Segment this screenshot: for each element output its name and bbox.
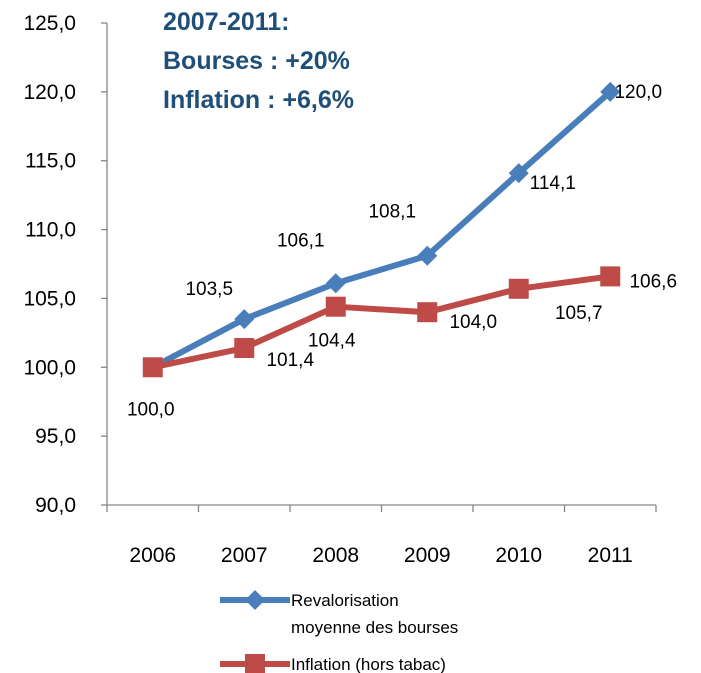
x-tick-label: 2010 (495, 544, 542, 567)
data-label: 108,1 (368, 202, 416, 223)
y-tick-label: 125,0 (23, 12, 76, 35)
annotation-line: Inflation : +6,6% (163, 86, 354, 114)
data-label: 104,0 (449, 312, 497, 333)
data-label: 100,0 (127, 399, 175, 420)
data-label: 106,6 (629, 271, 677, 292)
series-1-point (417, 245, 438, 266)
series-1-point (508, 163, 529, 184)
series-2-point (142, 357, 163, 378)
series-1-point (325, 273, 346, 294)
annotation-line: Bourses : +20% (163, 47, 350, 75)
summary-annotation: 2007-2011: Bourses : +20% Inflation : +6,6… (163, 8, 354, 114)
series-1-point (234, 309, 255, 330)
x-tick-label: 2007 (221, 544, 268, 567)
legend-label-1: moyenne des bourses (291, 618, 458, 637)
y-tick-label: 115,0 (25, 150, 76, 173)
y-tick-label: 90,0 (35, 494, 76, 517)
data-label: 101,4 (266, 350, 314, 371)
legend-label-1: Revalorisation (291, 591, 399, 610)
series-layer (142, 81, 621, 378)
y-tick-label: 100,0 (23, 356, 76, 379)
y-tick-label: 95,0 (35, 425, 76, 448)
series-2-point (325, 296, 346, 317)
x-tick-label: 2011 (588, 544, 633, 567)
legend: Revalorisation moyenne des bourses Inflati… (220, 590, 458, 673)
y-tick-label: 105,0 (23, 287, 76, 310)
legend-marker-2 (245, 654, 265, 673)
series-2-point (600, 266, 621, 287)
annotation-line: 2007-2011: (163, 8, 290, 36)
series-2-point (417, 302, 438, 323)
x-tick-label: 2006 (129, 544, 176, 567)
x-tick-label: 2009 (404, 544, 451, 567)
series-line-2 (149, 273, 614, 371)
series-line-1 (149, 88, 614, 371)
legend-marker-1 (245, 590, 265, 610)
series-2-point (234, 338, 255, 359)
data-labels: 103,5 106,1 108,1 114,1 120,0 100,0 101,4104,4… (127, 82, 677, 420)
axes: 90,0 95,0 100,0 105,0 110,0 115,0 120,0 125,0 20… (23, 12, 657, 567)
data-label: 105,7 (555, 303, 603, 324)
data-label: 120,0 (614, 82, 662, 103)
data-label: 106,1 (277, 230, 325, 251)
series-2-point (508, 278, 529, 299)
x-tick-label: 2008 (312, 544, 359, 567)
y-tick-label: 120,0 (23, 81, 76, 104)
series-1-point (600, 81, 621, 102)
data-label: 103,5 (185, 279, 233, 300)
y-tick-label: 110,0 (25, 219, 76, 242)
data-label: 104,4 (308, 331, 356, 352)
data-label: 114,1 (530, 173, 576, 194)
legend-label-2: Inflation (hors tabac) (291, 655, 446, 673)
